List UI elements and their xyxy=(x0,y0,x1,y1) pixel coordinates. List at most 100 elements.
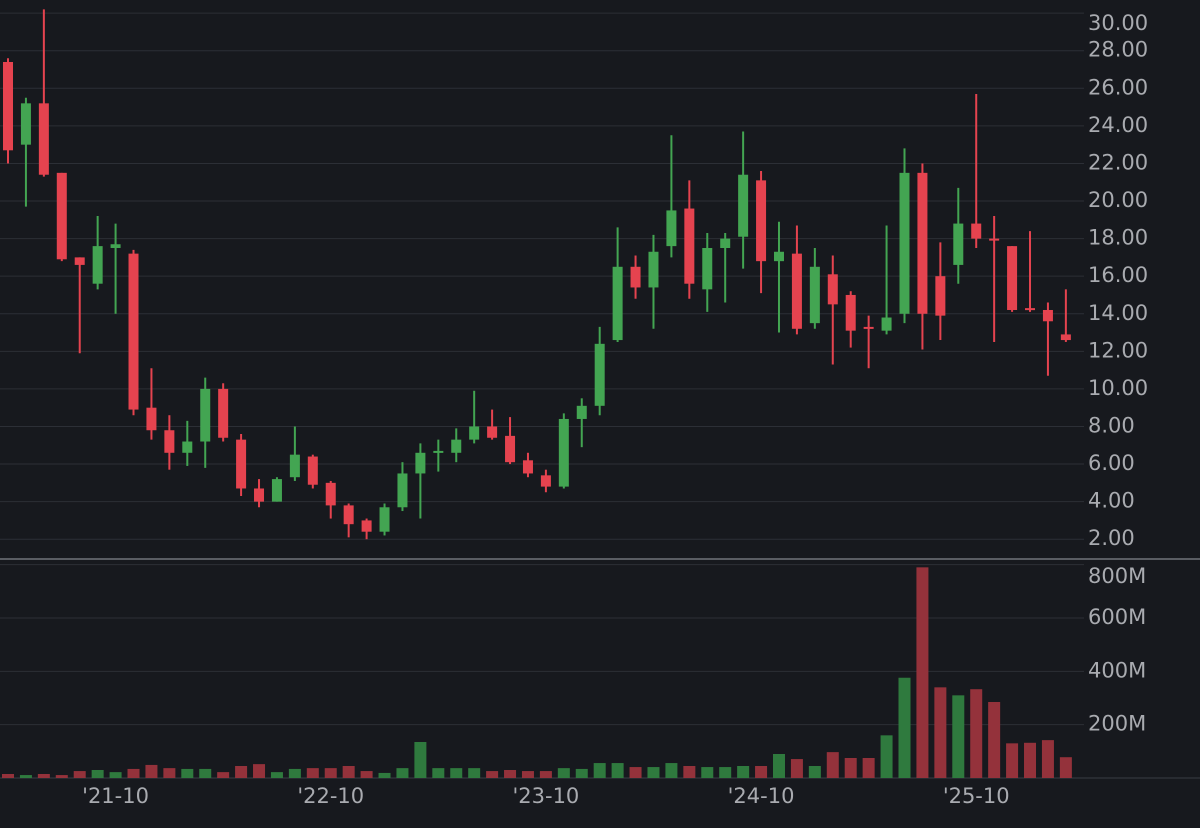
x-tick-label: '24-10 xyxy=(728,784,795,808)
candle-body xyxy=(200,388,211,442)
volume-bar xyxy=(862,758,875,778)
candle-body xyxy=(451,439,462,453)
volume-bar xyxy=(432,768,445,778)
y-tick-label: 14.00 xyxy=(1088,301,1148,325)
volume-bar xyxy=(701,767,714,778)
volume-bar xyxy=(755,766,768,778)
volume-tick-label: 400M xyxy=(1088,658,1146,682)
candle-body xyxy=(827,274,838,305)
candle-body xyxy=(325,482,336,506)
y-tick-label: 12.00 xyxy=(1088,338,1148,362)
volume-bar xyxy=(1006,743,1019,778)
volume-bar xyxy=(575,768,588,778)
volume-bar xyxy=(217,772,230,778)
volume-bar xyxy=(342,766,355,778)
candle-body xyxy=(415,452,426,474)
x-tick-label: '23-10 xyxy=(513,784,580,808)
candle-body xyxy=(469,426,480,440)
volume-bar xyxy=(19,775,32,778)
volume-bar xyxy=(1059,757,1072,778)
volume-bar xyxy=(790,759,803,778)
candle-body xyxy=(809,266,820,324)
y-tick-label: 30.00 xyxy=(1088,11,1148,35)
y-tick-label: 2.00 xyxy=(1088,526,1135,550)
candle-body xyxy=(720,238,731,248)
volume-bar xyxy=(306,768,319,778)
volume-bar xyxy=(737,766,750,778)
volume-bar xyxy=(1041,740,1054,778)
volume-bar xyxy=(772,754,785,778)
candle-body xyxy=(738,174,749,237)
volume-tick-label: 800M xyxy=(1088,564,1146,588)
candle-body xyxy=(361,520,372,532)
candle-body xyxy=(630,266,641,288)
candle-body xyxy=(971,223,982,239)
y-tick-label: 16.00 xyxy=(1088,263,1148,287)
y-tick-label: 28.00 xyxy=(1088,38,1148,62)
candle-body xyxy=(773,251,784,262)
candle-body xyxy=(92,246,103,284)
candle-body xyxy=(487,426,498,438)
volume-bar xyxy=(91,770,104,778)
volume-bar xyxy=(808,766,821,778)
volume-bar xyxy=(486,771,499,778)
y-tick-label: 20.00 xyxy=(1088,188,1148,212)
candle-body xyxy=(433,450,444,453)
volume-bar xyxy=(73,771,86,778)
volume-bar xyxy=(521,771,534,778)
candle-body xyxy=(522,460,533,474)
volume-bar xyxy=(665,763,678,778)
volume-bar xyxy=(145,764,158,778)
volume-bar xyxy=(970,689,983,778)
candle-body xyxy=(989,238,1000,241)
volume-bar xyxy=(163,768,176,778)
candle-body xyxy=(307,456,318,485)
candle-body xyxy=(666,210,677,247)
candle-body xyxy=(558,418,569,487)
candle-body xyxy=(164,430,175,453)
y-tick-label: 18.00 xyxy=(1088,226,1148,250)
candle-body xyxy=(917,172,928,314)
candle-body xyxy=(1060,334,1071,341)
volume-bar xyxy=(898,677,911,778)
candle-body xyxy=(1042,310,1053,322)
volume-bar xyxy=(826,752,839,778)
volume-bar xyxy=(378,772,391,778)
candle-body xyxy=(845,294,856,331)
candle-body xyxy=(379,507,390,532)
y-tick-label: 8.00 xyxy=(1088,413,1135,437)
y-tick-label: 4.00 xyxy=(1088,489,1135,513)
candle-body xyxy=(289,454,300,478)
volume-bar xyxy=(611,763,624,778)
volume-bar xyxy=(109,772,122,778)
candle-body xyxy=(254,488,265,502)
candle-body xyxy=(863,326,874,329)
volume-bar xyxy=(127,768,140,778)
volume-bar xyxy=(199,768,212,778)
volume-bar xyxy=(270,772,283,778)
volume-bar xyxy=(235,766,248,778)
volume-bar xyxy=(37,774,50,778)
candle-body xyxy=(791,253,802,329)
candle-body xyxy=(899,172,910,314)
volume-bar xyxy=(396,768,409,778)
y-tick-label: 24.00 xyxy=(1088,113,1148,137)
volume-bar xyxy=(952,695,965,778)
candle-body xyxy=(271,479,282,502)
volume-bar xyxy=(593,763,606,778)
volume-bar xyxy=(414,742,427,778)
y-tick-label: 22.00 xyxy=(1088,150,1148,174)
y-tick-label: 10.00 xyxy=(1088,376,1148,400)
volume-tick-label: 600M xyxy=(1088,605,1146,629)
volume-bar xyxy=(181,768,194,778)
volume-tick-label: 200M xyxy=(1088,712,1146,736)
candle-body xyxy=(343,505,354,525)
volume-bar xyxy=(1024,742,1037,778)
candle-body xyxy=(3,62,13,151)
volume-bar xyxy=(647,767,660,778)
candle-body xyxy=(128,253,139,410)
volume-bar xyxy=(288,768,301,778)
candle-body xyxy=(182,441,193,453)
